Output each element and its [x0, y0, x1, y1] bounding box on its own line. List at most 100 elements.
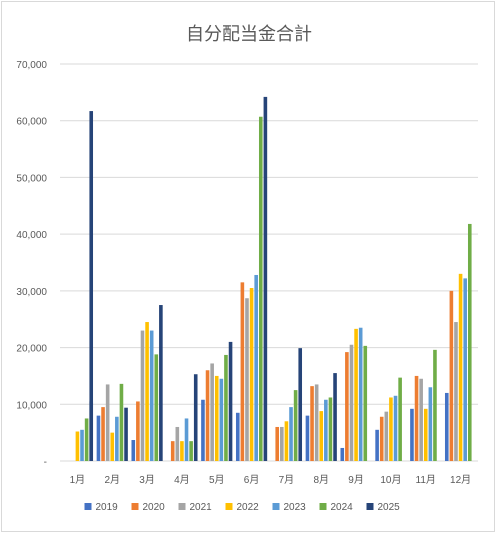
bar — [463, 278, 467, 461]
bar — [170, 441, 175, 461]
bar — [193, 374, 198, 461]
bar — [240, 282, 245, 461]
bar — [228, 341, 233, 461]
bar — [345, 352, 349, 461]
bar — [84, 418, 89, 461]
bar — [249, 288, 254, 461]
legend-label: 2024 — [331, 502, 354, 513]
bar — [305, 415, 310, 461]
bar — [328, 397, 333, 461]
y-tick-label: 50,000 — [16, 173, 47, 184]
bar — [245, 298, 249, 461]
bar — [189, 441, 193, 461]
x-tick-label: 8月 — [313, 474, 329, 486]
bar — [354, 328, 358, 461]
bar — [201, 399, 205, 461]
legend-label: 2021 — [190, 502, 213, 513]
bar — [210, 363, 214, 461]
x-tick-label: 7月 — [279, 474, 295, 486]
bar — [75, 431, 80, 461]
bar — [319, 411, 324, 461]
x-tick-label: 4月 — [174, 474, 190, 486]
bar — [159, 305, 163, 461]
bar — [423, 408, 428, 461]
bar — [105, 384, 110, 461]
bar — [275, 426, 280, 461]
bar — [324, 399, 328, 461]
bar — [205, 370, 210, 461]
y-tick-label: 40,000 — [16, 230, 47, 241]
bar — [289, 407, 293, 461]
legend-swatch — [319, 503, 327, 510]
bar — [298, 348, 303, 461]
bar — [219, 378, 224, 461]
bar — [184, 418, 189, 461]
bar — [214, 375, 219, 461]
bar — [96, 415, 101, 461]
legend-swatch — [272, 503, 280, 510]
x-tick-label: 3月 — [139, 474, 155, 486]
bar — [258, 116, 263, 462]
bar — [454, 322, 458, 461]
bar — [284, 421, 289, 461]
x-tick-label: 2月 — [104, 474, 120, 486]
x-tick-label: 11月 — [416, 474, 436, 486]
bar — [358, 327, 363, 461]
bar — [80, 429, 84, 461]
bar — [131, 440, 136, 461]
bar — [398, 377, 402, 461]
bar — [149, 330, 154, 461]
y-tick-label: 10,000 — [16, 400, 47, 411]
bar — [410, 408, 414, 461]
bar — [433, 349, 437, 461]
bar — [175, 426, 180, 461]
y-tick-label: 60,000 — [16, 117, 47, 128]
x-tick-label: 5月 — [209, 474, 225, 486]
bar — [379, 416, 384, 461]
bar — [384, 411, 389, 461]
legend-label: 2019 — [96, 502, 119, 513]
chart-title: 自分配当金合計 — [186, 24, 312, 45]
bar — [101, 407, 105, 461]
bar — [254, 274, 258, 461]
bar — [467, 223, 472, 461]
bar — [340, 447, 345, 461]
bar — [136, 401, 140, 461]
bar — [119, 383, 124, 461]
legend-swatch — [178, 503, 186, 510]
y-tick-label: 70,000 — [16, 60, 47, 71]
x-tick-label: 9月 — [348, 474, 364, 486]
bar — [115, 416, 119, 461]
bar — [414, 375, 419, 461]
bar — [375, 429, 379, 461]
legend-label: 2023 — [284, 502, 307, 513]
bar — [124, 407, 128, 461]
bar — [449, 290, 454, 461]
legend-swatch — [84, 503, 92, 510]
bar — [280, 426, 284, 461]
bar — [235, 412, 240, 461]
bar — [363, 345, 368, 461]
bar — [428, 387, 433, 461]
legend-swatch — [131, 503, 139, 510]
bar — [444, 392, 449, 461]
bar — [419, 378, 423, 461]
bar — [389, 397, 393, 461]
legend-label: 2020 — [143, 502, 166, 513]
bar — [349, 344, 354, 461]
bar — [89, 111, 94, 461]
bar — [145, 322, 149, 461]
bar — [314, 384, 319, 461]
legend-label: 2022 — [237, 502, 260, 513]
bar — [224, 354, 228, 461]
legend-swatch — [366, 503, 374, 510]
y-tick-label: 20,000 — [16, 344, 47, 355]
bar — [293, 390, 298, 461]
bar — [333, 373, 337, 461]
bar — [140, 330, 145, 461]
legend-label: 2025 — [378, 502, 401, 513]
bar — [393, 395, 398, 461]
x-tick-label: 10月 — [380, 474, 401, 486]
bar — [458, 273, 463, 461]
